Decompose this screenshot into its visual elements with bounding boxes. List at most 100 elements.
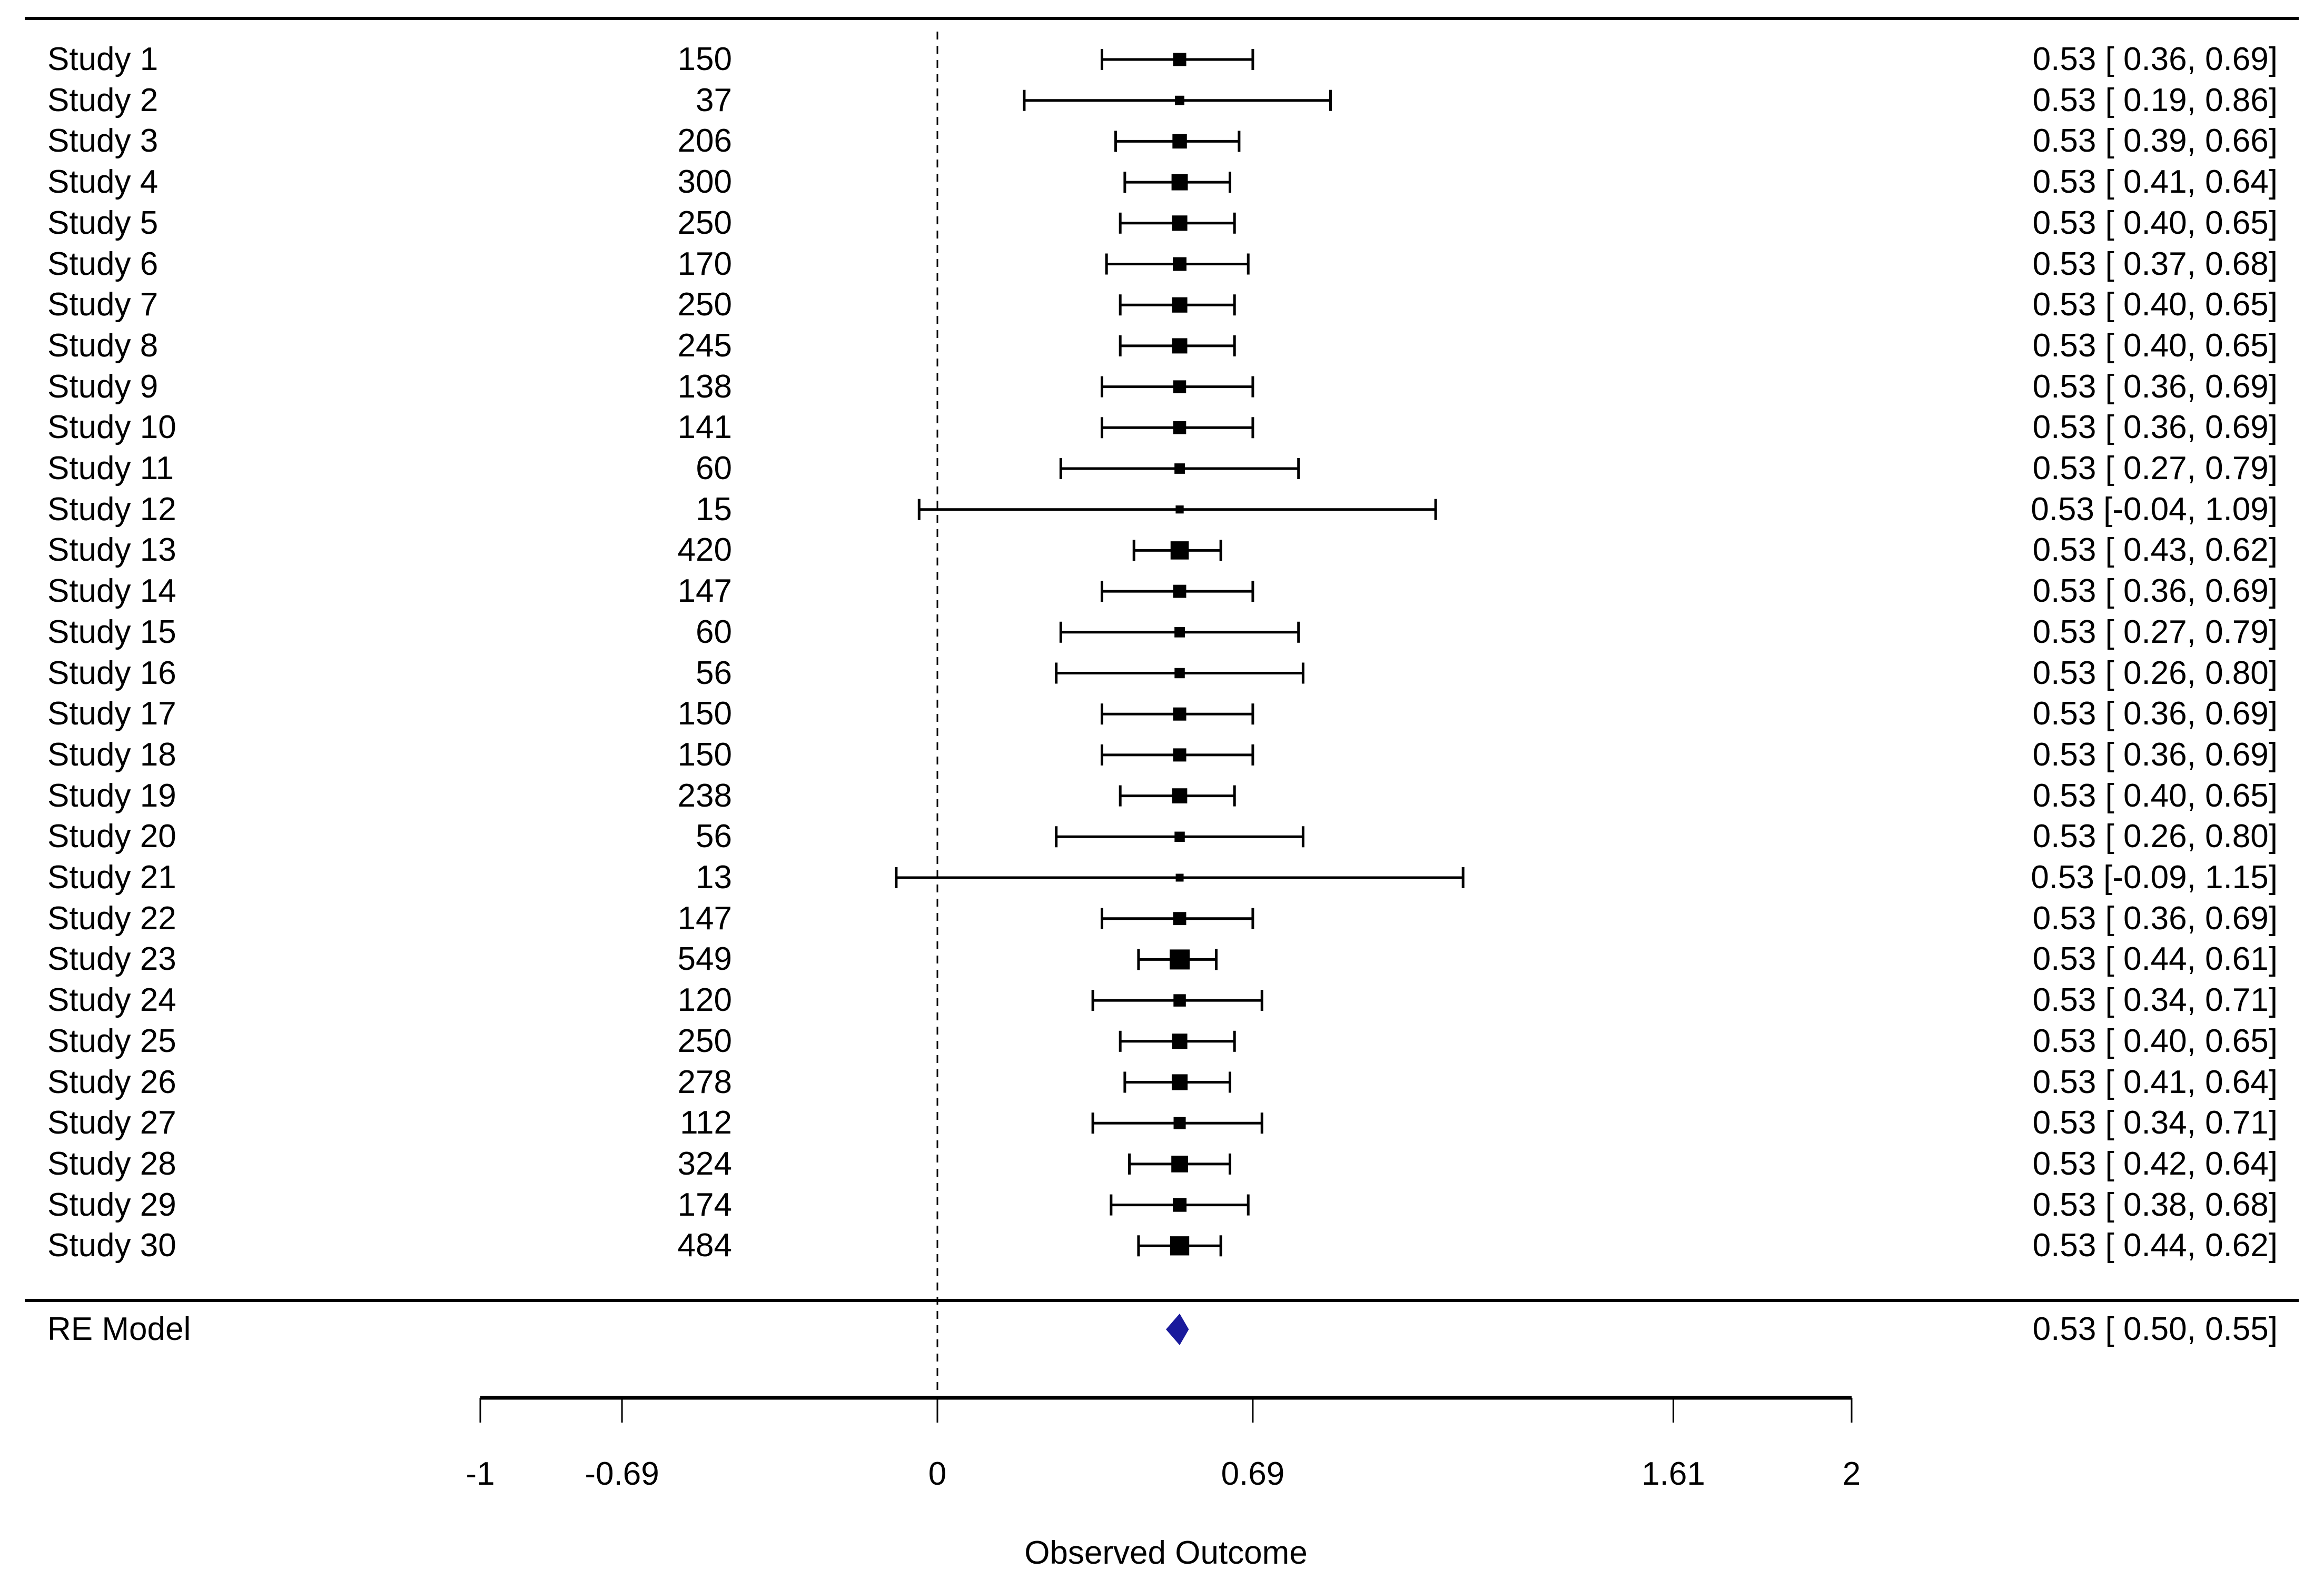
study-point — [1175, 505, 1184, 514]
study-point — [1172, 1198, 1187, 1212]
study-point — [1173, 584, 1186, 598]
study-point — [1174, 668, 1185, 679]
study-point — [1173, 1117, 1186, 1129]
study-annotation: 0.53 [ 0.34, 0.71] — [2032, 1105, 2278, 1141]
study-annotation: 0.53 [ 0.42, 0.64] — [2032, 1145, 2278, 1182]
summary-diamond — [1166, 1314, 1189, 1345]
study-annotation: 0.53 [ 0.37, 0.68] — [2032, 245, 2278, 282]
x-axis-tick-label: 0.69 — [1221, 1456, 1285, 1492]
study-sample-size: 60 — [696, 450, 732, 486]
study-label: Study 8 — [47, 327, 159, 364]
study-sample-size: 147 — [677, 900, 732, 937]
study-sample-size: 250 — [677, 204, 732, 241]
study-annotation: 0.53 [ 0.36, 0.69] — [2032, 368, 2278, 405]
study-sample-size: 250 — [677, 1022, 732, 1059]
study-annotation: 0.53 [ 0.44, 0.61] — [2032, 941, 2278, 978]
study-point — [1175, 95, 1184, 105]
study-label: Study 14 — [47, 573, 176, 610]
study-point — [1172, 788, 1188, 803]
study-sample-size: 60 — [696, 613, 732, 650]
x-axis-label: Observed Outcome — [1024, 1535, 1308, 1571]
study-annotation: 0.53 [ 0.40, 0.65] — [2032, 204, 2278, 241]
study-point — [1173, 994, 1186, 1007]
study-label: Study 18 — [47, 736, 176, 773]
study-label: Study 23 — [47, 941, 176, 978]
study-sample-size: 15 — [696, 491, 732, 528]
study-annotation: 0.53 [-0.04, 1.09] — [2031, 491, 2278, 528]
study-label: Study 28 — [47, 1145, 176, 1182]
study-point — [1172, 215, 1188, 231]
x-axis-tick-label: 0 — [928, 1456, 947, 1492]
study-sample-size: 250 — [677, 286, 732, 323]
study-sample-size: 245 — [677, 327, 732, 364]
study-label: Study 25 — [47, 1022, 176, 1059]
x-axis-tick-label: 1.61 — [1641, 1456, 1705, 1492]
study-sample-size: 120 — [677, 982, 732, 1019]
study-label: Study 1 — [47, 41, 159, 77]
study-sample-size: 300 — [677, 164, 732, 201]
study-label: Study 21 — [47, 859, 176, 896]
study-annotation: 0.53 [ 0.38, 0.68] — [2032, 1186, 2278, 1223]
x-axis-tick-label: -1 — [466, 1456, 495, 1492]
study-point — [1173, 912, 1186, 926]
study-annotation: 0.53 [ 0.44, 0.62] — [2032, 1227, 2278, 1264]
study-label: Study 2 — [47, 82, 159, 118]
study-point — [1173, 421, 1186, 434]
study-label: Study 27 — [47, 1105, 176, 1141]
study-point — [1172, 134, 1187, 149]
study-label: Study 12 — [47, 491, 176, 528]
study-sample-size: 138 — [677, 368, 732, 405]
study-label: Study 19 — [47, 777, 176, 814]
study-annotation: 0.53 [ 0.41, 0.64] — [2032, 164, 2278, 201]
study-annotation: 0.53 [ 0.36, 0.69] — [2032, 573, 2278, 610]
study-sample-size: 484 — [677, 1227, 732, 1264]
re-model-label: RE Model — [47, 1311, 191, 1347]
study-label: Study 26 — [47, 1064, 176, 1100]
study-annotation: 0.53 [ 0.27, 0.79] — [2032, 613, 2278, 650]
study-annotation: 0.53 [ 0.43, 0.62] — [2032, 532, 2278, 569]
study-annotation: 0.53 [ 0.40, 0.65] — [2032, 777, 2278, 814]
study-label: Study 3 — [47, 123, 159, 160]
study-sample-size: 141 — [677, 409, 732, 446]
study-point — [1174, 463, 1185, 474]
study-sample-size: 112 — [680, 1105, 732, 1141]
study-label: Study 4 — [47, 164, 159, 201]
study-label: Study 9 — [47, 368, 159, 405]
study-annotation: 0.53 [ 0.40, 0.65] — [2032, 327, 2278, 364]
study-sample-size: 150 — [677, 695, 732, 732]
study-annotation: 0.53 [ 0.36, 0.69] — [2032, 900, 2278, 937]
study-sample-size: 238 — [677, 777, 732, 814]
study-label: Study 16 — [47, 654, 176, 691]
study-sample-size: 170 — [677, 245, 732, 282]
study-annotation: 0.53 [ 0.27, 0.79] — [2032, 450, 2278, 486]
study-sample-size: 420 — [677, 532, 732, 569]
study-label: Study 7 — [47, 286, 159, 323]
study-label: Study 17 — [47, 695, 176, 732]
study-annotation: 0.53 [ 0.40, 0.65] — [2032, 286, 2278, 323]
study-point — [1173, 748, 1186, 762]
study-annotation: 0.53 [ 0.19, 0.86] — [2032, 82, 2278, 118]
study-point — [1170, 541, 1189, 560]
study-sample-size: 278 — [677, 1064, 732, 1100]
study-sample-size: 206 — [677, 123, 732, 160]
study-point — [1174, 627, 1185, 638]
study-label: Study 15 — [47, 613, 176, 650]
study-annotation: 0.53 [-0.09, 1.15] — [2031, 859, 2278, 896]
study-point — [1172, 338, 1188, 354]
study-sample-size: 56 — [696, 818, 732, 855]
study-point — [1171, 1156, 1188, 1172]
study-sample-size: 549 — [677, 941, 732, 978]
study-label: Study 22 — [47, 900, 176, 937]
study-label: Study 5 — [47, 204, 159, 241]
study-label: Study 13 — [47, 532, 176, 569]
study-label: Study 29 — [47, 1186, 176, 1223]
study-sample-size: 56 — [696, 654, 732, 691]
study-point — [1174, 831, 1185, 842]
study-point — [1173, 53, 1186, 66]
study-annotation: 0.53 [ 0.36, 0.69] — [2032, 409, 2278, 446]
study-sample-size: 150 — [677, 41, 732, 77]
study-annotation: 0.53 [ 0.36, 0.69] — [2032, 736, 2278, 773]
study-point — [1171, 1074, 1188, 1090]
study-annotation: 0.53 [ 0.40, 0.65] — [2032, 1022, 2278, 1059]
